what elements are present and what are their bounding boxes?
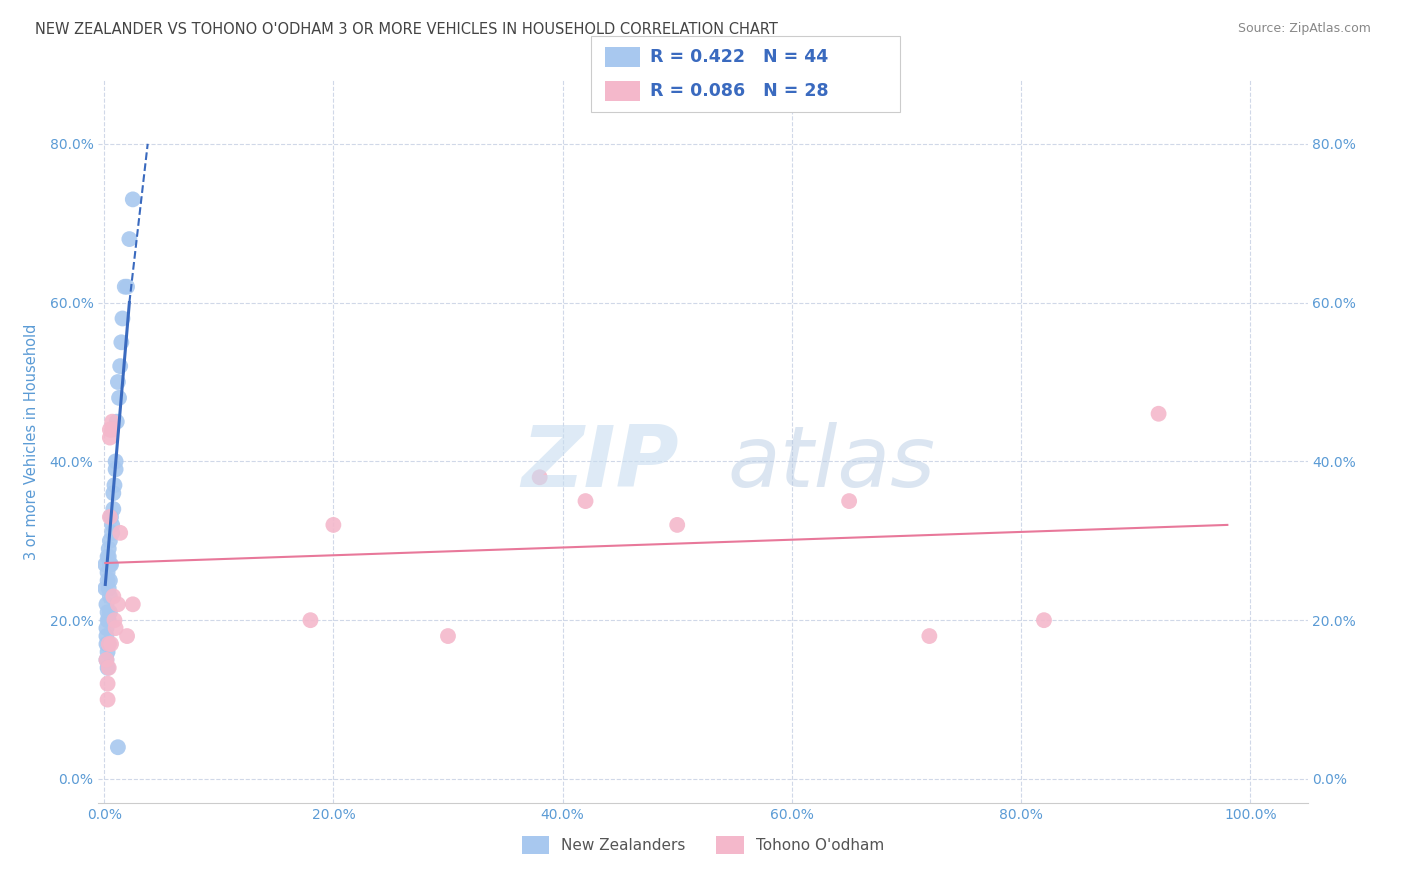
Text: R = 0.422   N = 44: R = 0.422 N = 44 — [650, 48, 828, 66]
Point — [1147, 407, 1170, 421]
Point — [97, 661, 120, 675]
Point — [98, 590, 121, 604]
Point — [529, 470, 551, 484]
Point — [97, 692, 120, 706]
Point — [98, 574, 121, 588]
Point — [103, 486, 125, 500]
Point — [121, 193, 143, 207]
Point — [114, 279, 136, 293]
Text: NEW ZEALANDER VS TOHONO O'ODHAM 3 OR MORE VEHICLES IN HOUSEHOLD CORRELATION CHAR: NEW ZEALANDER VS TOHONO O'ODHAM 3 OR MOR… — [35, 22, 778, 37]
Point — [111, 311, 134, 326]
Point — [121, 597, 143, 611]
Point — [437, 629, 460, 643]
Point — [96, 629, 118, 643]
Point — [107, 740, 129, 755]
Point — [107, 597, 129, 611]
Point — [918, 629, 941, 643]
Point — [115, 279, 138, 293]
Point — [97, 637, 120, 651]
Point — [100, 637, 122, 651]
Point — [104, 462, 127, 476]
Text: Source: ZipAtlas.com: Source: ZipAtlas.com — [1237, 22, 1371, 36]
Point — [98, 558, 121, 572]
Point — [94, 558, 117, 572]
Point — [108, 359, 131, 373]
Point — [103, 613, 125, 627]
Point — [101, 423, 124, 437]
Point — [110, 335, 132, 350]
Point — [118, 232, 141, 246]
Point — [108, 391, 131, 405]
Point — [97, 645, 120, 659]
Point — [97, 613, 120, 627]
Point — [107, 375, 129, 389]
Point — [97, 574, 120, 588]
Point — [96, 597, 118, 611]
Point — [97, 566, 120, 580]
Point — [104, 621, 127, 635]
Point — [98, 605, 121, 619]
Point — [105, 415, 128, 429]
Point — [322, 517, 344, 532]
Point — [666, 517, 689, 532]
Point — [574, 494, 596, 508]
Point — [97, 637, 120, 651]
Point — [101, 525, 124, 540]
Point — [96, 637, 118, 651]
Point — [100, 510, 122, 524]
Point — [97, 605, 120, 619]
Point — [97, 549, 120, 564]
Point — [101, 415, 124, 429]
Point — [97, 661, 120, 675]
Point — [299, 613, 322, 627]
Point — [96, 653, 118, 667]
Point — [103, 478, 125, 492]
Point — [1033, 613, 1056, 627]
Legend: New Zealanders, Tohono O'odham: New Zealanders, Tohono O'odham — [516, 830, 890, 860]
Point — [100, 558, 122, 572]
Point — [97, 541, 120, 556]
Point — [103, 590, 125, 604]
Y-axis label: 3 or more Vehicles in Household: 3 or more Vehicles in Household — [24, 324, 38, 559]
Point — [115, 629, 138, 643]
Point — [98, 423, 121, 437]
Point — [101, 517, 124, 532]
Text: R = 0.086   N = 28: R = 0.086 N = 28 — [650, 82, 828, 100]
Text: ZIP: ZIP — [522, 422, 679, 505]
Point — [97, 549, 120, 564]
Text: atlas: atlas — [727, 422, 935, 505]
Point — [838, 494, 860, 508]
Point — [97, 582, 120, 596]
Point — [97, 613, 120, 627]
Point — [108, 525, 131, 540]
Point — [96, 621, 118, 635]
Point — [96, 653, 118, 667]
Point — [98, 533, 121, 548]
Point — [104, 454, 127, 468]
Point — [103, 502, 125, 516]
Point — [94, 582, 117, 596]
Point — [98, 510, 121, 524]
Point — [98, 431, 121, 445]
Point — [97, 676, 120, 690]
